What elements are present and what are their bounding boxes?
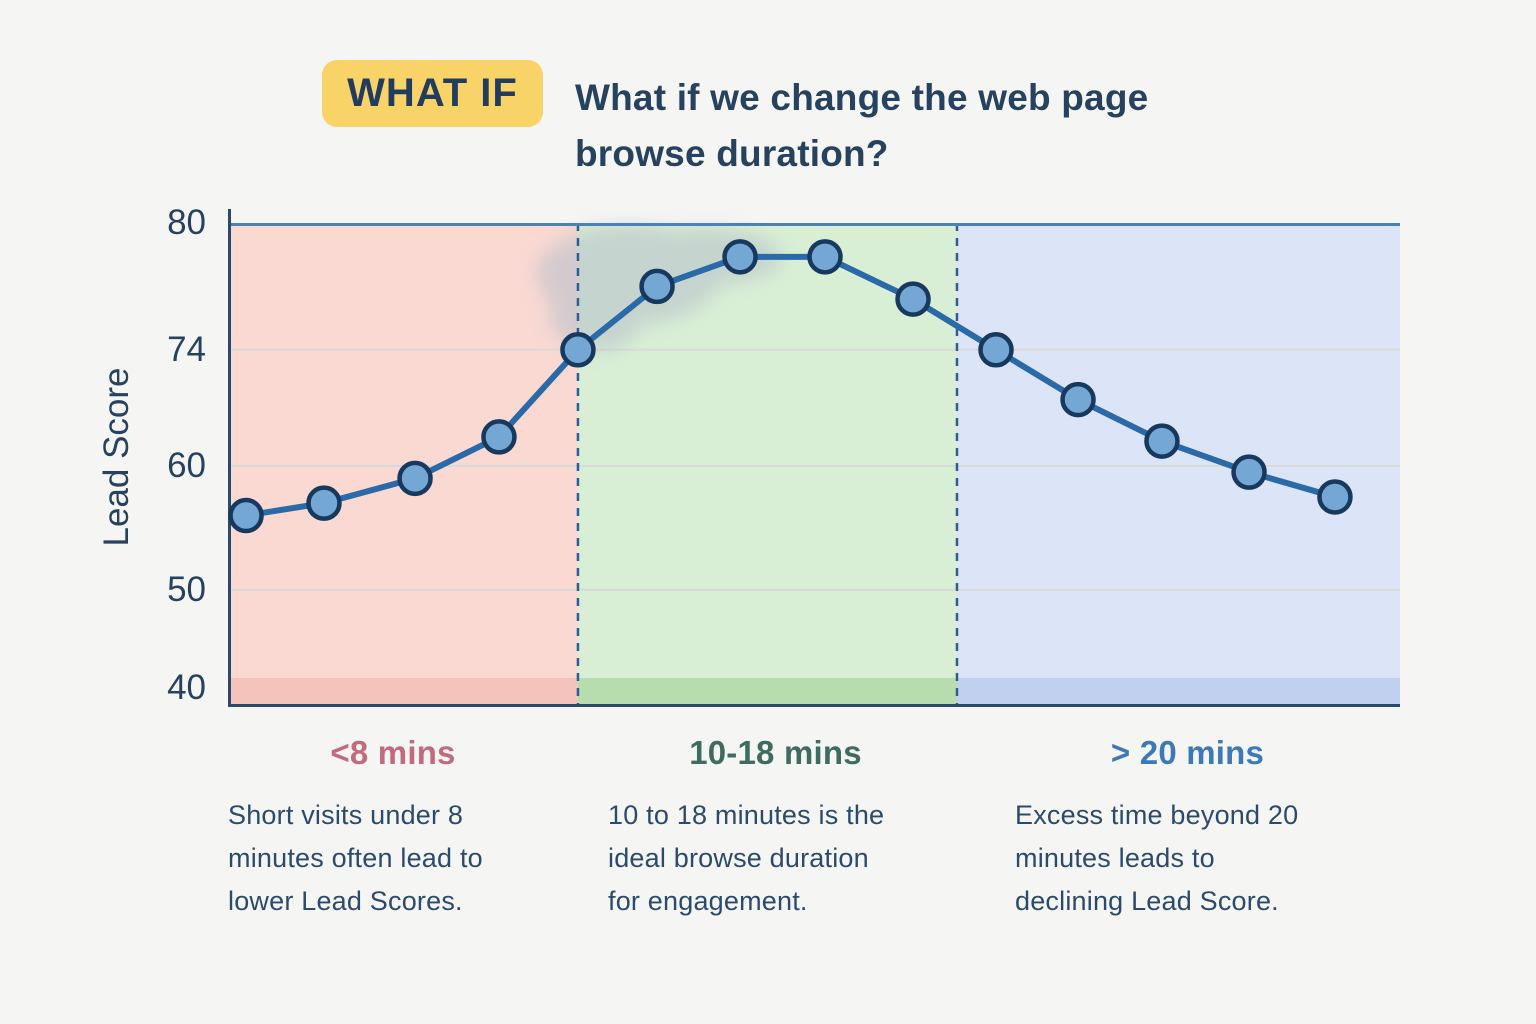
zone-annotation-long: > 20 mins Excess time beyond 20 minutes …: [1015, 734, 1360, 923]
lead-score-chart: [228, 209, 1400, 707]
zone-description-short: Short visits under 8 minutes often lead …: [228, 800, 483, 916]
data-point-28min: [1317, 479, 1353, 515]
plot-area: [228, 209, 1400, 707]
data-point-14min: [722, 239, 758, 275]
zone-heading-short: <8 mins: [330, 734, 456, 771]
data-point-10min: [560, 332, 596, 368]
what-if-badge: WHAT IF: [322, 60, 543, 127]
data-point-6min: [397, 460, 433, 497]
zone-band-2: [956, 677, 1400, 707]
zone-heading-ideal: 10-18 mins: [689, 734, 862, 771]
zone-annotation-short: <8 mins Short visits under 8 minutes oft…: [228, 734, 558, 923]
data-point-24min: [1144, 423, 1180, 459]
y-tick-60: 60: [167, 445, 206, 485]
data-point-20min: [978, 332, 1014, 368]
data-point-16min: [807, 239, 843, 275]
data-point-22min: [1060, 381, 1096, 418]
zone-heading-long: > 20 mins: [1110, 734, 1265, 771]
y-axis-title: Lead Score: [97, 367, 136, 547]
y-tick-80: 80: [167, 203, 206, 242]
y-tick-74: 74: [167, 329, 206, 369]
zone-band-0: [228, 677, 578, 707]
data-point-8min: [481, 419, 517, 455]
data-point-4min: [306, 485, 342, 521]
zone-annotation-ideal: 10-18 mins 10 to 18 minutes is the ideal…: [608, 734, 943, 923]
y-axis-tick-labels: 80 74 60 50 40: [138, 203, 206, 708]
data-point-18min: [895, 281, 931, 317]
y-tick-40: 40: [167, 668, 206, 708]
data-point-12min: [639, 268, 675, 305]
page-title: What if we change the web page browse du…: [575, 77, 1149, 174]
smudge-blob-3: [548, 275, 644, 351]
zone-description-long: Excess time beyond 20 minutes leads to d…: [1015, 800, 1299, 916]
zone-band-1: [577, 677, 957, 707]
data-point-2min: [228, 497, 264, 534]
y-tick-50: 50: [167, 569, 206, 609]
zone-annotations: <8 mins Short visits under 8 minutes oft…: [0, 734, 1536, 954]
zone-description-ideal: 10 to 18 minutes is the ideal browse dur…: [608, 800, 885, 916]
data-point-26min: [1231, 454, 1267, 490]
